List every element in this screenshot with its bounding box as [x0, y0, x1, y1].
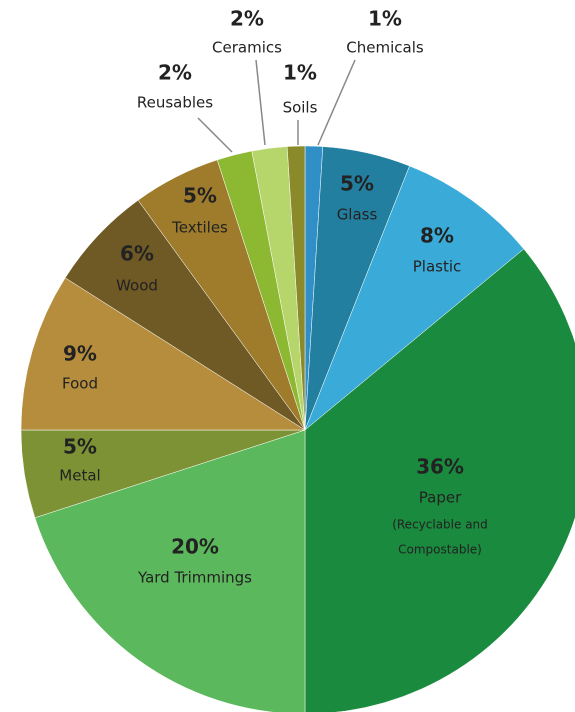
value-label: 20%	[171, 535, 219, 559]
leader-line	[317, 59, 356, 146]
category-label: Food	[62, 375, 98, 393]
value-label: 6%	[120, 242, 154, 266]
value-label: 5%	[183, 184, 217, 208]
category-label: Reusables	[137, 94, 213, 112]
category-label: Textiles	[171, 219, 228, 237]
labels: 1% Chemicals 5% Glass 8% Plastic 36% Paper 20% Ya…	[59, 7, 488, 587]
category-label: Soils	[283, 99, 318, 117]
category-label: Plastic	[413, 258, 462, 276]
category-label: Metal	[59, 467, 100, 485]
leader-line	[197, 117, 233, 153]
value-label: 1%	[283, 61, 317, 85]
value-label: 5%	[340, 172, 374, 196]
category-label: Wood	[116, 277, 158, 295]
value-label: 1%	[368, 7, 402, 31]
category-label: Glass	[337, 206, 378, 224]
slice	[34, 429, 306, 712]
value-label: 8%	[420, 224, 454, 248]
value-label: 9%	[63, 342, 97, 366]
category-note: (Recyclable and	[392, 518, 488, 532]
slice	[304, 165, 525, 431]
slice	[286, 145, 306, 431]
slice	[304, 248, 575, 712]
category-label: Paper	[419, 489, 462, 507]
pie	[20, 145, 575, 712]
value-label: 36%	[416, 455, 464, 479]
value-label: 2%	[158, 61, 192, 85]
slice	[20, 277, 306, 431]
category-label: Yard Trimmings	[137, 569, 252, 587]
category-label: Ceramics	[212, 39, 282, 57]
category-note: Compostable)	[398, 543, 482, 557]
value-label: 2%	[230, 7, 264, 31]
leader-line	[255, 59, 266, 146]
category-label: Chemicals	[346, 39, 424, 57]
value-label: 5%	[63, 435, 97, 459]
